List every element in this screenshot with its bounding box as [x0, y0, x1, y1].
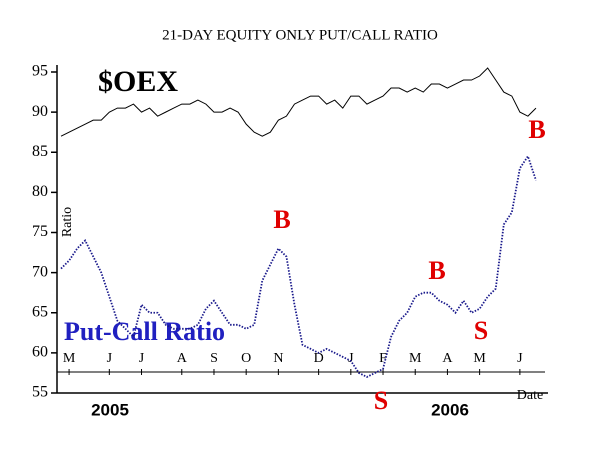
x-tick-label: J	[517, 351, 523, 366]
x-tick-label: J	[348, 351, 354, 366]
x-tick-label: S	[210, 351, 218, 366]
year-label: 2006	[431, 400, 469, 419]
annotation: B	[273, 205, 290, 234]
annotation: B	[428, 256, 445, 285]
annotation: S	[374, 386, 388, 415]
x-tick-label: A	[442, 351, 453, 366]
chart-title: 21-DAY EQUITY ONLY PUT/CALL RATIO	[162, 27, 438, 43]
x-tick-label: F	[379, 351, 387, 366]
x-tick-label: O	[241, 351, 251, 366]
x-tick-label: M	[409, 351, 422, 366]
series-line	[60, 67, 537, 137]
x-tick-label: D	[314, 351, 324, 366]
oex-label: $OEX	[98, 65, 178, 98]
y-tick-label: 55	[32, 384, 48, 401]
x-tick-label: J	[139, 351, 145, 366]
y-tick-label: 60	[32, 344, 48, 361]
annotation: B	[528, 115, 545, 144]
y-tick-label: 80	[32, 183, 48, 200]
y-tick-label: 75	[32, 223, 48, 240]
x-tick-label: M	[63, 351, 76, 366]
y-tick-label: 95	[32, 63, 48, 80]
ratio-label: Put-Call Ratio	[64, 317, 225, 346]
y-tick-label: 65	[32, 303, 48, 320]
x-tick-label: M	[473, 351, 486, 366]
y-label: Ratio	[60, 207, 75, 237]
y-tick-label: 90	[32, 103, 48, 120]
annotation: S	[474, 316, 488, 345]
y-tick-label: 70	[32, 263, 48, 280]
series-line	[60, 154, 537, 378]
x-tick-label: J	[107, 351, 113, 366]
y-tick-label: 85	[32, 143, 48, 160]
x-tick-label: N	[273, 351, 283, 366]
x-label: Date	[517, 388, 543, 403]
x-tick-label: A	[177, 351, 188, 366]
year-label: 2005	[91, 400, 129, 419]
